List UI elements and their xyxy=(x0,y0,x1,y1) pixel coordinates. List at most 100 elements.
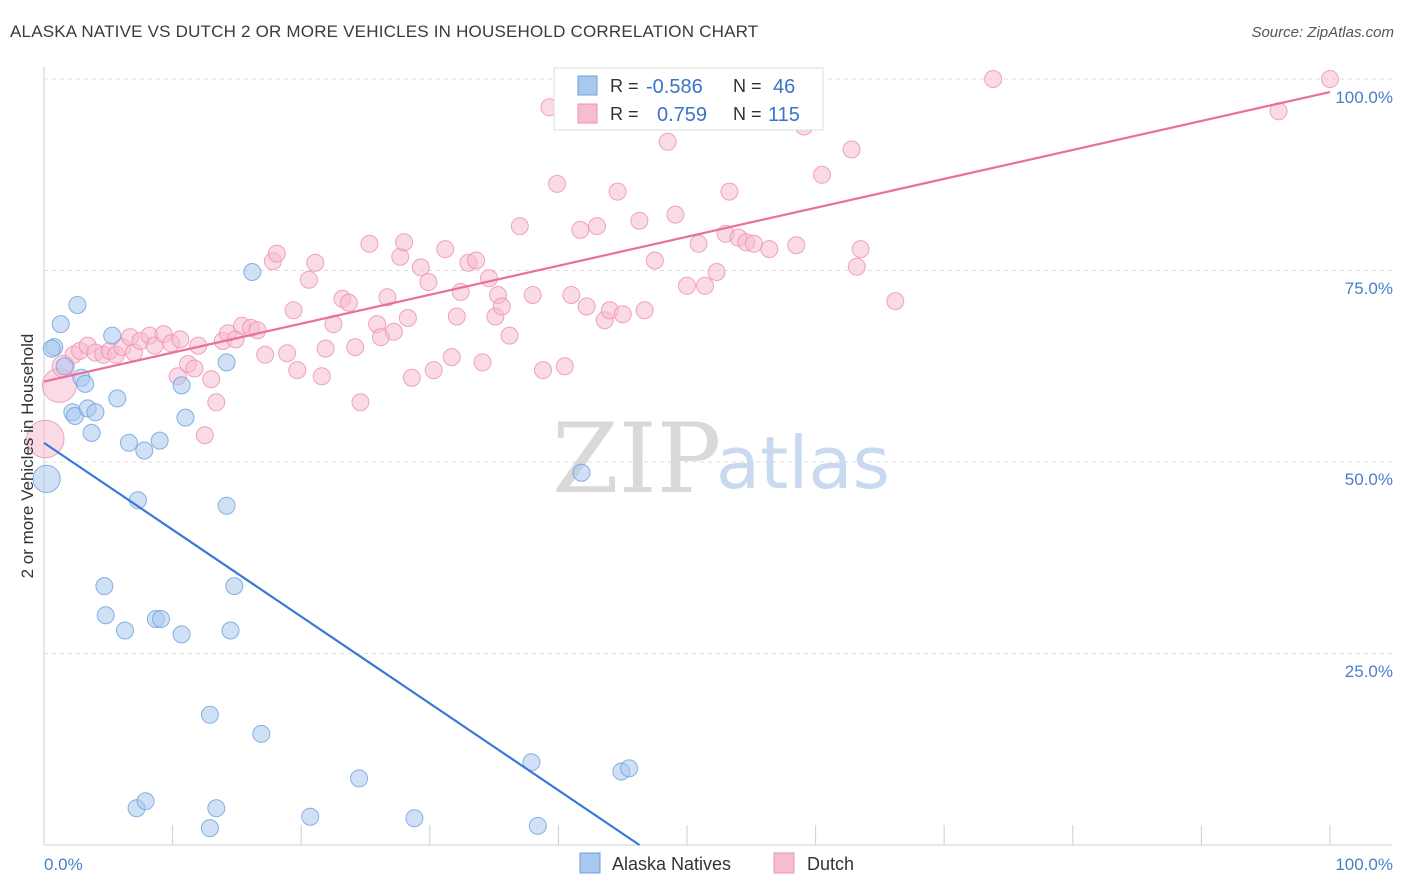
watermark-zip: ZIP xyxy=(552,403,721,515)
dutch-point xyxy=(658,132,677,151)
dutch-point xyxy=(207,393,226,412)
alaska-natives-point xyxy=(172,376,191,395)
alaska-natives-point xyxy=(32,464,61,493)
dutch-point xyxy=(851,240,870,259)
legend-swatch-blue xyxy=(577,75,598,96)
dutch-point xyxy=(288,361,307,380)
dutch-point xyxy=(847,257,866,276)
dutch-point xyxy=(339,293,358,312)
alaska-natives-point xyxy=(68,296,87,314)
dutch-point xyxy=(402,368,421,387)
dutch-point xyxy=(436,240,455,259)
alaska-natives-point xyxy=(55,357,74,376)
y-tick-label: 50.0% xyxy=(1345,470,1393,489)
alaska-natives-point xyxy=(225,577,244,596)
dutch-point xyxy=(588,217,606,236)
y-tick-label: 100.0% xyxy=(1335,88,1393,107)
alaska-natives-trend-line xyxy=(43,441,641,846)
alaska-natives-point xyxy=(207,799,226,818)
alaska-natives-point xyxy=(103,326,122,345)
dutch-point xyxy=(645,251,664,270)
dutch-point xyxy=(284,301,303,320)
dutch-point xyxy=(442,348,461,367)
dutch-point xyxy=(171,330,190,349)
dutch-point xyxy=(411,258,430,277)
dutch-point xyxy=(787,236,806,255)
alaska-natives-point xyxy=(217,353,236,372)
alaska-natives-point xyxy=(135,441,154,460)
alaska-natives-point xyxy=(136,792,155,811)
source-label: Source: ZipAtlas.com xyxy=(1251,24,1394,41)
alaska-natives-point xyxy=(150,431,169,450)
dutch-point xyxy=(744,234,763,253)
dutch-point xyxy=(378,288,397,307)
dutch-point xyxy=(256,345,275,364)
legend-n-label: N = xyxy=(733,104,762,124)
alaska-natives-point xyxy=(350,769,369,788)
dutch-point xyxy=(267,244,286,263)
alaska-natives-point xyxy=(301,807,320,826)
alaska-natives-points xyxy=(32,263,639,838)
legend-bottom-label-dutch: Dutch xyxy=(807,854,854,874)
alaska-natives-point xyxy=(572,463,591,482)
alaska-natives-point xyxy=(152,610,170,628)
alaska-natives-point xyxy=(108,389,127,408)
dutch-point xyxy=(26,419,65,459)
alaska-natives-point xyxy=(119,433,138,452)
dutch-point xyxy=(351,393,370,412)
x-axis-tick-marks xyxy=(43,825,1331,845)
legend-n-value: 115 xyxy=(768,104,800,126)
dutch-point xyxy=(635,301,654,320)
legend-bottom: Alaska Natives Dutch xyxy=(579,852,854,874)
dutch-point xyxy=(555,357,574,376)
dutch-point xyxy=(707,263,726,281)
alaska-natives-point xyxy=(221,621,240,640)
alaska-natives-point xyxy=(405,809,424,828)
dutch-point xyxy=(510,217,529,236)
alaska-natives-point xyxy=(243,263,262,281)
dutch-point xyxy=(473,353,492,372)
dutch-point xyxy=(689,234,708,253)
alaska-natives-point xyxy=(528,816,547,835)
dutch-point xyxy=(571,220,590,239)
alaska-natives-point xyxy=(116,621,134,640)
dutch-point xyxy=(678,276,696,295)
dutch-point xyxy=(813,165,831,184)
dutch-points xyxy=(26,70,1339,459)
legend-bottom-swatch-blue xyxy=(579,852,601,874)
dutch-point xyxy=(467,251,486,270)
dutch-point xyxy=(346,338,365,357)
dutch-point xyxy=(696,276,714,295)
gridlines xyxy=(44,78,1392,654)
dutch-point xyxy=(278,344,297,363)
dutch-point xyxy=(185,359,204,378)
dutch-point xyxy=(760,240,779,259)
legend-r-label: R = xyxy=(610,76,639,96)
y-tick-label: 25.0% xyxy=(1345,662,1393,681)
y-tick-label: 75.0% xyxy=(1345,279,1393,298)
dutch-point xyxy=(523,286,542,304)
dutch-point xyxy=(720,182,739,201)
alaska-natives-point xyxy=(82,423,101,442)
dutch-point xyxy=(360,234,379,253)
dutch-point xyxy=(984,70,1003,88)
dutch-point xyxy=(630,211,649,230)
dutch-point xyxy=(534,361,552,380)
chart-title: ALASKA NATIVE VS DUTCH 2 OR MORE VEHICLE… xyxy=(10,22,759,41)
alaska-natives-point xyxy=(86,403,105,422)
alaska-natives-point xyxy=(76,374,95,393)
alaska-natives-point xyxy=(42,339,61,358)
dutch-point xyxy=(306,253,325,272)
x-tick-label-max: 100.0% xyxy=(1335,855,1393,874)
legend-swatch-pink xyxy=(577,103,598,124)
dutch-point xyxy=(492,297,511,316)
alaska-natives-point xyxy=(620,759,639,778)
alaska-natives-point xyxy=(172,625,191,644)
legend-r-value: -0.586 xyxy=(646,76,703,98)
alaska-natives-point xyxy=(176,408,195,427)
legend-bottom-label-alaska-natives: Alaska Natives xyxy=(612,854,731,874)
dutch-point xyxy=(548,174,567,193)
legend-top: R = -0.586 N = 46 R = 0.759 N = 115 xyxy=(553,67,824,131)
dutch-point xyxy=(316,339,335,358)
